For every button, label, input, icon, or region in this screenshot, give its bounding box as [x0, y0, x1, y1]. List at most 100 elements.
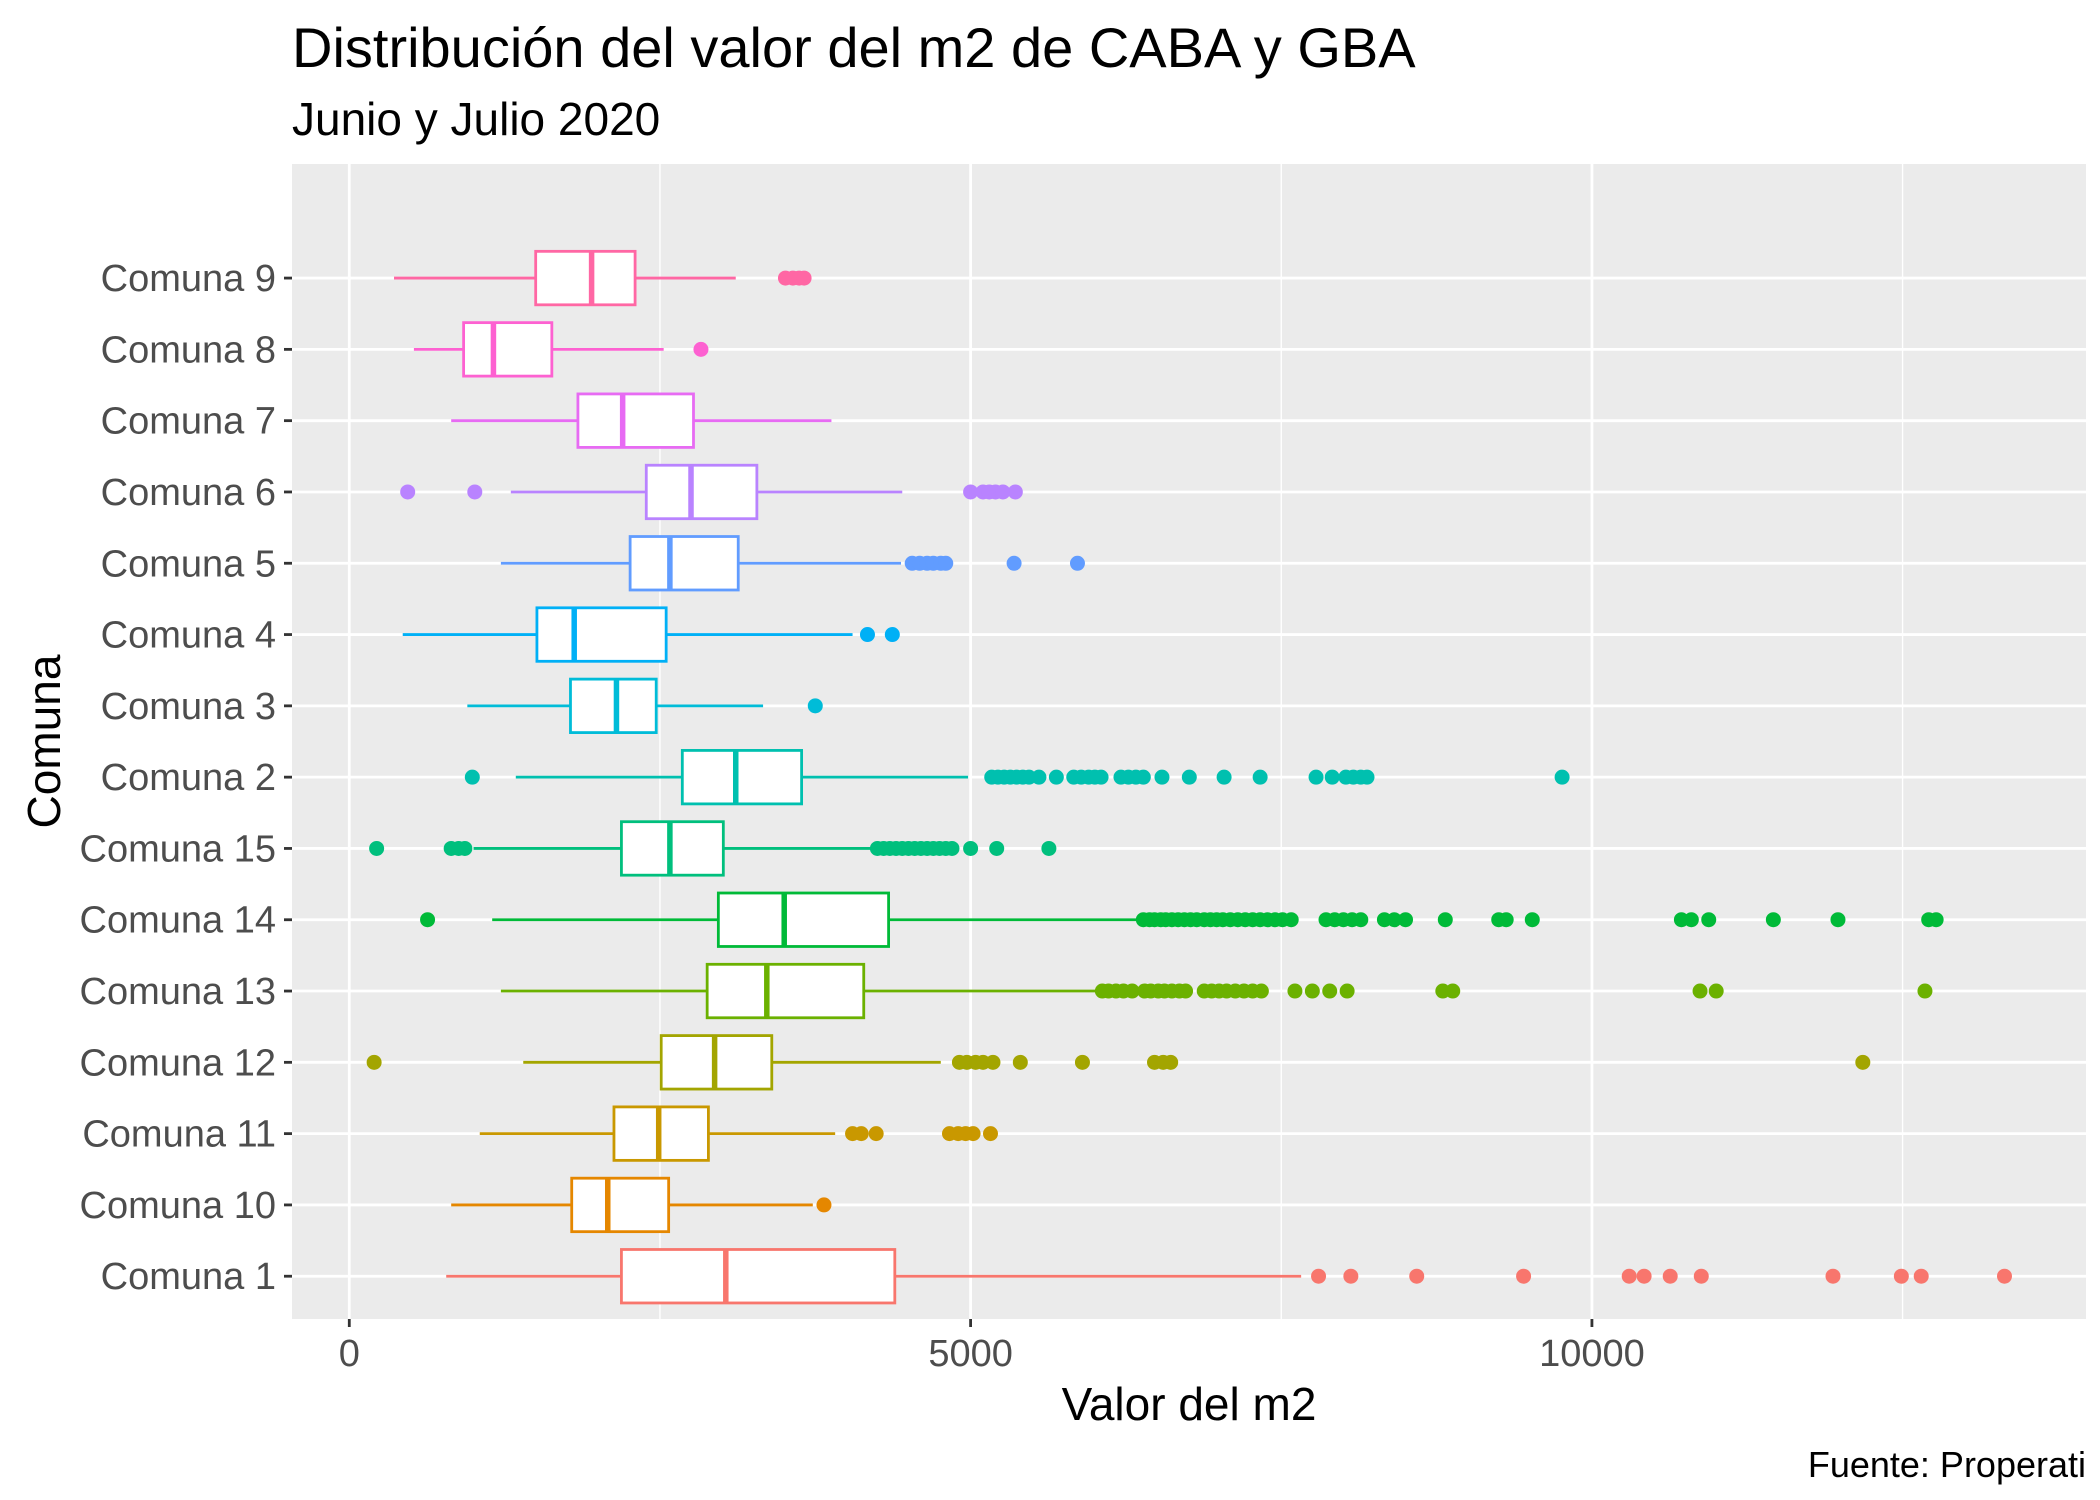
- outlier-point: [1216, 769, 1232, 785]
- outlier-point: [868, 1126, 884, 1142]
- y-tick-label: Comuna 8: [101, 329, 276, 371]
- y-axis-title: Comuna: [18, 654, 70, 828]
- outlier-point: [985, 1054, 1001, 1070]
- outlier-point: [1554, 769, 1570, 785]
- chart-caption: Fuente: Properati: [1808, 1444, 2086, 1485]
- outlier-point: [1409, 1268, 1425, 1284]
- outlier-point: [1339, 983, 1355, 999]
- boxplot-comuna-7: [451, 392, 832, 449]
- boxplot-comuna-15: [369, 820, 1057, 877]
- outlier-point: [1928, 912, 1944, 928]
- outlier-point: [859, 627, 875, 643]
- boxplot-series: [366, 249, 2012, 1305]
- outlier-point: [1692, 983, 1708, 999]
- box: [576, 392, 695, 449]
- outlier-point: [1181, 769, 1197, 785]
- outlier-point: [369, 840, 385, 856]
- boxplot-comuna-10: [451, 1176, 832, 1234]
- outlier-point: [1855, 1054, 1871, 1070]
- boxplot-comuna-4: [402, 606, 900, 663]
- outlier-point: [853, 1126, 869, 1142]
- y-axis: Comuna 1 Comuna 10 Comuna 11 Comuna 12 Comun…: [80, 258, 292, 1298]
- y-tick-label: Comuna 15: [80, 828, 276, 870]
- outlier-point: [1304, 983, 1320, 999]
- boxplot-comuna-5: [500, 535, 1085, 592]
- outlier-point: [467, 484, 483, 500]
- y-tick-label: Comuna 11: [82, 1114, 276, 1156]
- chart-title: Distribución del valor del m2 de CABA y …: [292, 16, 1416, 79]
- outlier-point: [1524, 912, 1540, 928]
- outlier-point: [1163, 1054, 1179, 1070]
- boxplot-comuna-3: [467, 677, 823, 734]
- box: [620, 1248, 897, 1305]
- outlier-point: [1343, 1268, 1359, 1284]
- y-tick-label: Comuna 2: [101, 757, 276, 799]
- box: [705, 962, 866, 1020]
- outlier-point: [884, 627, 900, 643]
- outlier-point: [963, 484, 979, 500]
- outlier-point: [1135, 769, 1151, 785]
- y-tick-label: Comuna 5: [101, 543, 276, 585]
- y-tick-label: Comuna 7: [101, 401, 276, 443]
- outlier-point: [1069, 555, 1085, 571]
- boxplot-comuna-9: [394, 249, 812, 307]
- outlier-point: [1708, 983, 1724, 999]
- outlier-point: [464, 769, 480, 785]
- plot-panel: [292, 164, 2086, 1319]
- x-tick-label: 0: [339, 1333, 360, 1375]
- outlier-point: [693, 341, 709, 357]
- box: [628, 535, 740, 592]
- outlier-point: [982, 1126, 998, 1142]
- box: [569, 677, 658, 734]
- outlier-point: [1154, 769, 1170, 785]
- boxplot-comuna-8: [413, 321, 709, 378]
- outlier-point: [1007, 484, 1023, 500]
- outlier-point: [1683, 912, 1699, 928]
- box: [534, 249, 637, 307]
- outlier-point: [938, 555, 954, 571]
- outlier-point: [1996, 1268, 2012, 1284]
- outlier-point: [1074, 1054, 1090, 1070]
- outlier-point: [1913, 1268, 1929, 1284]
- box: [680, 749, 804, 806]
- outlier-point: [1353, 912, 1369, 928]
- outlier-point: [1662, 1268, 1678, 1284]
- outlier-point: [944, 840, 960, 856]
- boxplot-comuna-12: [366, 1034, 1871, 1091]
- box: [535, 606, 668, 663]
- outlier-point: [1311, 1268, 1327, 1284]
- outlier-point: [1437, 912, 1453, 928]
- outlier-point: [1322, 983, 1338, 999]
- outlier-point: [1283, 912, 1299, 928]
- outlier-point: [816, 1197, 832, 1213]
- outlier-point: [400, 484, 416, 500]
- outlier-point: [965, 1126, 981, 1142]
- outlier-point: [1178, 983, 1194, 999]
- outlier-point: [1124, 983, 1140, 999]
- y-tick-label: Comuna 3: [101, 686, 276, 728]
- outlier-point: [1324, 769, 1340, 785]
- outlier-point: [1252, 769, 1268, 785]
- y-tick-label: Comuna 1: [101, 1256, 276, 1298]
- box: [644, 463, 759, 521]
- box: [716, 891, 890, 948]
- outlier-point: [1006, 555, 1022, 571]
- x-tick-label: 10000: [1539, 1333, 1645, 1375]
- y-tick-label: Comuna 4: [101, 615, 276, 657]
- y-tick-label: Comuna 12: [80, 1042, 276, 1084]
- box: [462, 321, 554, 378]
- y-tick-label: Comuna 14: [80, 900, 276, 942]
- outlier-point: [1386, 912, 1402, 928]
- outlier-point: [796, 270, 812, 286]
- boxplot-comuna-2: [464, 749, 1570, 806]
- chart-subtitle: Junio y Julio 2020: [292, 93, 660, 145]
- x-axis: 0 5000 10000: [339, 1319, 1645, 1375]
- outlier-point: [807, 698, 823, 714]
- outlier-point: [1701, 912, 1717, 928]
- outlier-point: [1308, 769, 1324, 785]
- outlier-point: [1093, 769, 1109, 785]
- outlier-point: [1253, 983, 1269, 999]
- outlier-point: [989, 840, 1005, 856]
- outlier-point: [1048, 769, 1064, 785]
- outlier-point: [1012, 1054, 1028, 1070]
